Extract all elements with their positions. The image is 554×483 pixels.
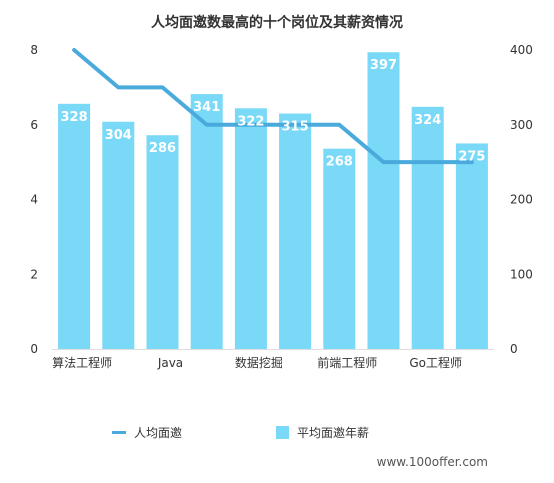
legend-line-swatch xyxy=(112,431,126,434)
bar[interactable] xyxy=(323,148,356,349)
bar[interactable] xyxy=(58,103,91,349)
bar[interactable] xyxy=(367,52,400,350)
legend: 人均面邀 平均面邀年薪 xyxy=(0,424,554,440)
x-tick-label: Go工程师 xyxy=(409,355,462,370)
y-right-tick-label: 400 xyxy=(510,43,533,57)
y-right-tick-label: 200 xyxy=(510,193,533,207)
bar[interactable] xyxy=(146,135,179,349)
chart-title: 人均面邀数最高的十个岗位及其薪资情况 xyxy=(151,15,403,31)
y-right-tick-label: 300 xyxy=(510,118,533,132)
bar[interactable] xyxy=(411,106,444,349)
y-right-tick-label: 100 xyxy=(510,267,533,281)
bar[interactable] xyxy=(279,113,312,349)
watermark: www.100offer.com xyxy=(376,455,488,469)
legend-bar-swatch xyxy=(276,426,289,439)
bar-value-label: 328 xyxy=(61,110,88,125)
bar[interactable] xyxy=(455,143,488,349)
x-tick-label: 算法工程师 xyxy=(52,355,112,370)
x-tick-label: 前端工程师 xyxy=(317,355,377,370)
bar-value-label: 315 xyxy=(282,120,309,135)
bar-value-label: 397 xyxy=(370,58,397,73)
bar[interactable] xyxy=(234,108,267,350)
bar-value-label: 268 xyxy=(326,155,353,170)
legend-label-line: 人均面邀 xyxy=(134,426,183,440)
x-tick-label: 数据挖掘 xyxy=(235,355,283,370)
bar-value-label: 275 xyxy=(458,149,485,164)
y-left-tick-label: 0 xyxy=(30,342,38,356)
y-left-tick-label: 4 xyxy=(30,193,38,207)
y-left-tick-label: 8 xyxy=(30,43,38,57)
x-tick-label: Java xyxy=(157,356,183,370)
bar-value-label: 286 xyxy=(149,141,176,156)
bar[interactable] xyxy=(190,94,223,349)
bar-value-label: 322 xyxy=(237,114,264,129)
y-right-tick-label: 0 xyxy=(510,342,518,356)
bar[interactable] xyxy=(102,121,135,349)
y-left-tick-label: 2 xyxy=(30,267,38,281)
bar-value-label: 341 xyxy=(193,100,220,115)
series-line xyxy=(72,48,474,165)
bar-value-label: 304 xyxy=(105,128,132,143)
legend-label-bar: 平均面邀年薪 xyxy=(297,426,370,440)
y-left-tick-label: 6 xyxy=(30,118,38,132)
legend-item-bar[interactable]: 平均面邀年薪 xyxy=(276,424,369,441)
legend-item-line[interactable]: 人均面邀 xyxy=(112,424,182,441)
bar-value-label: 324 xyxy=(414,113,441,128)
